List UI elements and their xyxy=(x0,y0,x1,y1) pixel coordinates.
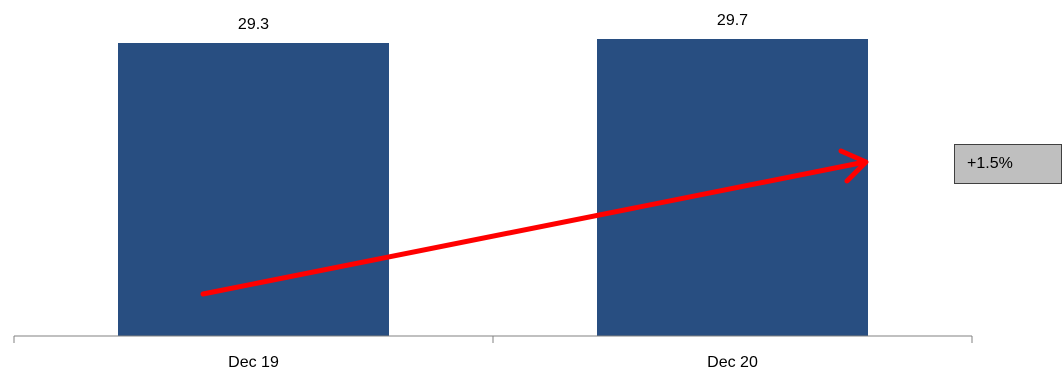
change-annotation-box: +1.5% xyxy=(954,144,1062,184)
trend-arrow xyxy=(200,148,869,297)
trend-arrow-shaft xyxy=(200,160,863,297)
value-labels-group: 29.3 29.7 xyxy=(238,12,748,33)
bars-group xyxy=(118,39,868,336)
trend-arrow-head xyxy=(838,148,869,184)
bar xyxy=(118,43,389,336)
category-label: Dec 20 xyxy=(707,354,758,371)
x-axis-ticks xyxy=(13,336,973,343)
bar-value-label: 29.7 xyxy=(717,12,748,29)
category-label: Dec 19 xyxy=(228,354,279,371)
bar-value-label: 29.3 xyxy=(238,16,269,33)
change-annotation-label: +1.5% xyxy=(967,155,1013,172)
category-labels-group: Dec 19 Dec 20 xyxy=(228,354,758,371)
